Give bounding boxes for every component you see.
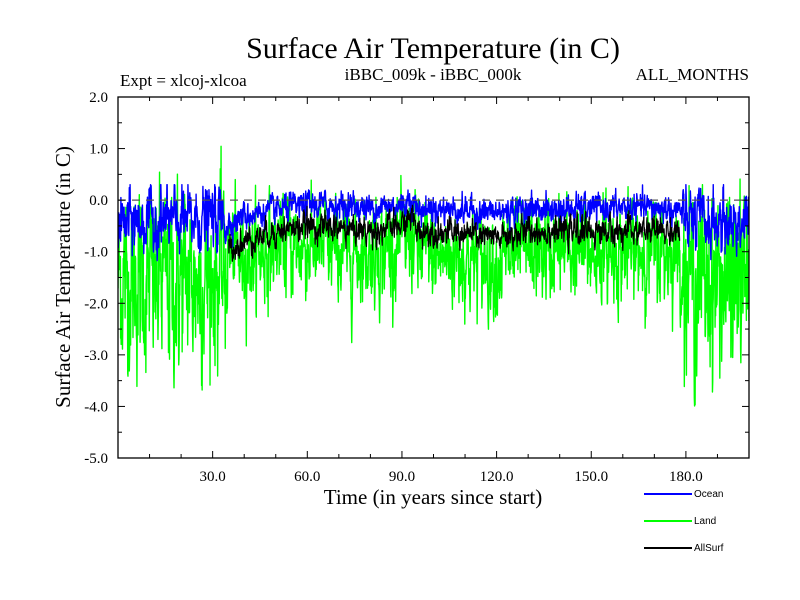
legend: Ocean Land AllSurf bbox=[644, 489, 724, 554]
series-line-land bbox=[118, 145, 749, 407]
x-tick-label: 90.0 bbox=[389, 469, 415, 485]
y-axis: 2.0 1.0 0.0 -1.0 -2.0 -3.0 -4.0 -5.0 bbox=[84, 90, 749, 467]
y-tick-label: -2.0 bbox=[84, 296, 108, 312]
x-tick-label: 60.0 bbox=[294, 469, 320, 485]
y-tick-label: 1.0 bbox=[89, 142, 108, 158]
y-tick-label: -3.0 bbox=[84, 348, 108, 364]
x-axis-label: Time (in years since start) bbox=[324, 485, 543, 509]
legend-label-ocean: Ocean bbox=[694, 489, 723, 500]
y-tick-label: 0.0 bbox=[89, 193, 108, 209]
y-tick-label: -1.0 bbox=[84, 245, 108, 261]
chart-subtitle-center: iBBC_009k - iBBC_000k bbox=[345, 65, 522, 84]
y-tick-label: -4.0 bbox=[84, 399, 108, 415]
chart-subtitle-right: ALL_MONTHS bbox=[636, 65, 749, 84]
plot-area bbox=[118, 145, 749, 407]
y-axis-label: Surface Air Temperature (in C) bbox=[51, 146, 75, 408]
x-tick-label: 150.0 bbox=[574, 469, 608, 485]
legend-label-allsurf: AllSurf bbox=[694, 543, 724, 554]
x-axis: 30.0 60.0 90.0 120.0 150.0 180.0 bbox=[149, 97, 718, 485]
x-tick-label: 180.0 bbox=[669, 469, 703, 485]
x-tick-label: 30.0 bbox=[200, 469, 226, 485]
series-line-allsurf bbox=[228, 204, 681, 262]
chart-subtitle-left: Expt = xlcoj-xlcoa bbox=[120, 71, 247, 90]
legend-label-land: Land bbox=[694, 516, 716, 527]
x-tick-label: 120.0 bbox=[480, 469, 514, 485]
y-tick-label: 2.0 bbox=[89, 90, 108, 106]
chart-title: Surface Air Temperature (in C) bbox=[246, 32, 620, 65]
y-tick-label: -5.0 bbox=[84, 451, 108, 467]
